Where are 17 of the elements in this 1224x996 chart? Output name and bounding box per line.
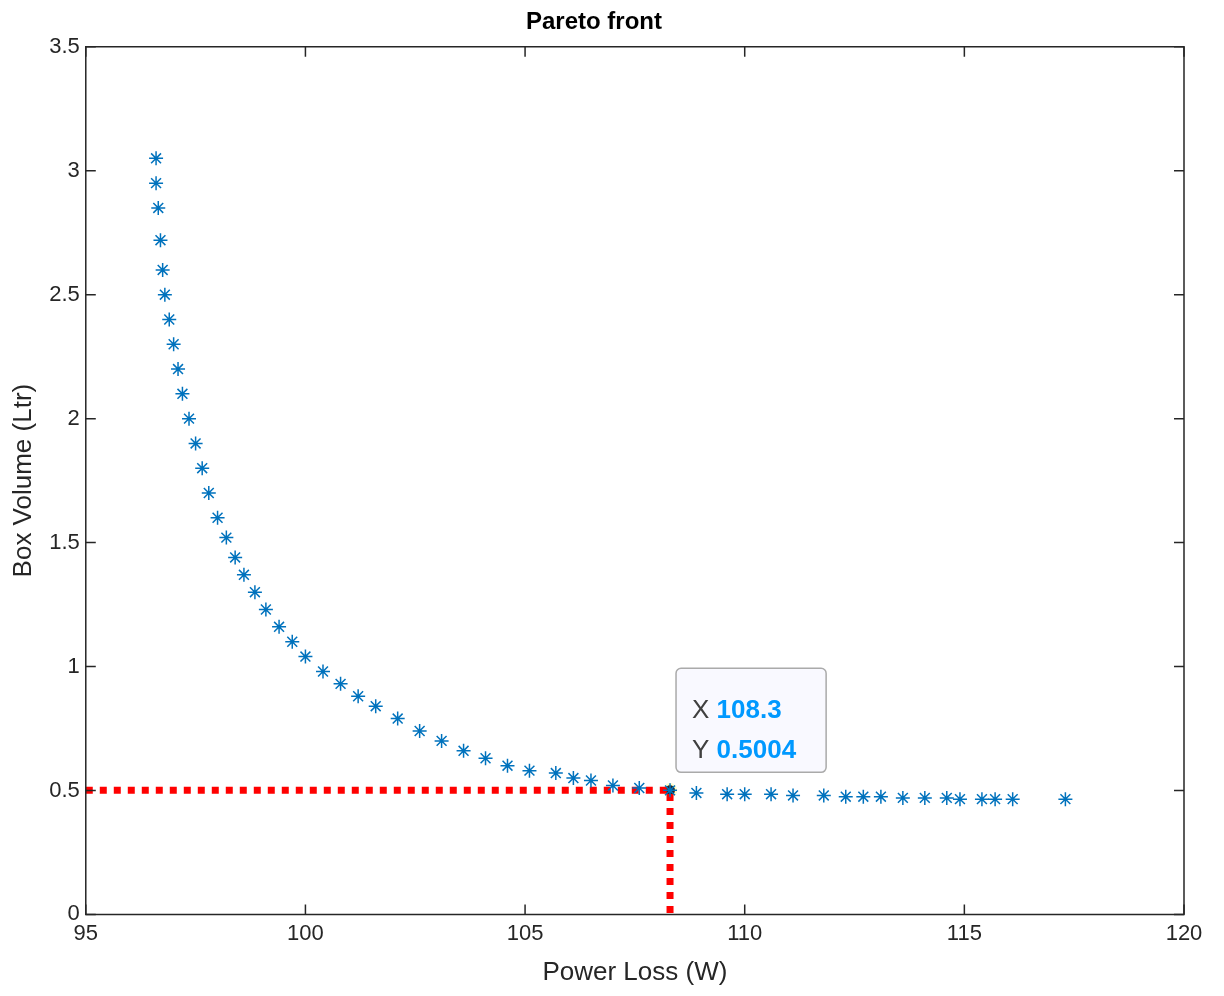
- x-tick-label: 110: [727, 919, 763, 945]
- x-tick-label: 100: [287, 919, 324, 945]
- y-tick-label: 1: [67, 652, 80, 678]
- y-tick-label: 0.5: [49, 776, 80, 802]
- y-tick-label: 1.5: [49, 528, 80, 554]
- y-axis-title: Box Volume (Ltr): [6, 383, 37, 578]
- y-tick-label: 2.5: [49, 280, 80, 306]
- y-tick-label: 2: [67, 404, 80, 430]
- x-axis-title: Power Loss (W): [542, 955, 728, 986]
- x-tick-label: 115: [946, 919, 982, 945]
- y-tick-label: 3: [67, 156, 80, 182]
- x-tick-label: 105: [506, 919, 544, 945]
- y-tick-label: 3.5: [49, 32, 80, 58]
- annotation: X 108.3: [692, 693, 782, 724]
- x-tick-label: 120: [1165, 919, 1203, 945]
- annotation: Y 0.5004: [692, 733, 797, 764]
- chart-title: Pareto front: [525, 7, 663, 35]
